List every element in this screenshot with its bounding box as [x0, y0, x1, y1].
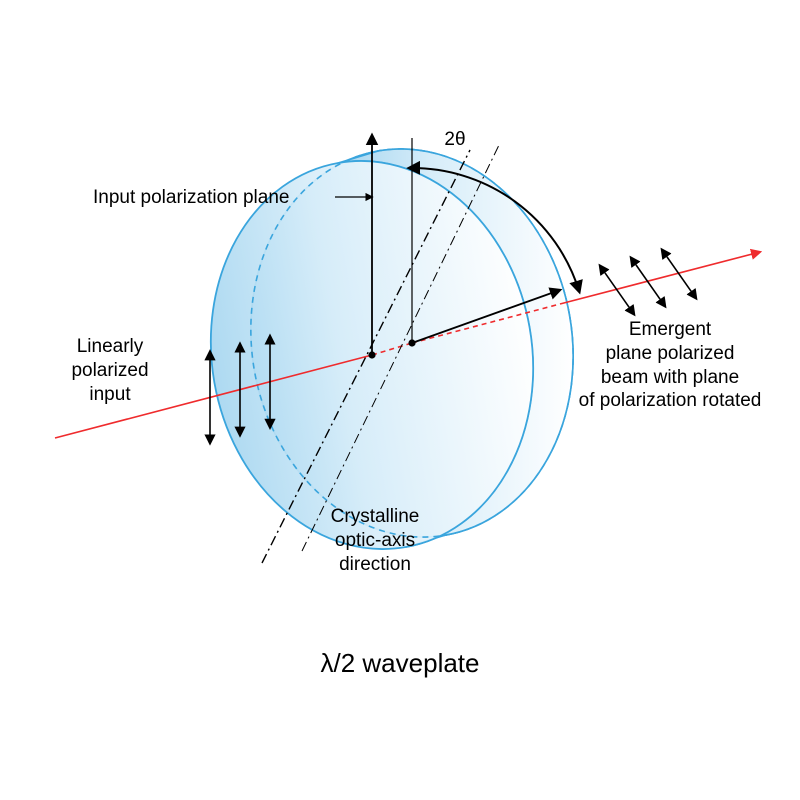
- center-dot-front: [368, 351, 375, 358]
- output-polarization-arrow: [600, 265, 634, 314]
- label-emergent-beam: Emergentplane polarizedbeam with planeof…: [555, 318, 785, 413]
- label-angle: 2θ: [425, 128, 485, 152]
- label-crystalline-axis: Crystallineoptic-axisdirection: [285, 505, 465, 576]
- label-linearly-polarized: Linearlypolarizedinput: [45, 335, 175, 406]
- output-polarization-arrow: [631, 257, 665, 306]
- label-input-plane: Input polarization plane: [93, 186, 343, 210]
- output-beam: [560, 252, 760, 304]
- center-dot-back: [408, 339, 415, 346]
- output-polarization-arrow: [662, 249, 696, 298]
- diagram-caption: λ/2 waveplate: [0, 648, 800, 679]
